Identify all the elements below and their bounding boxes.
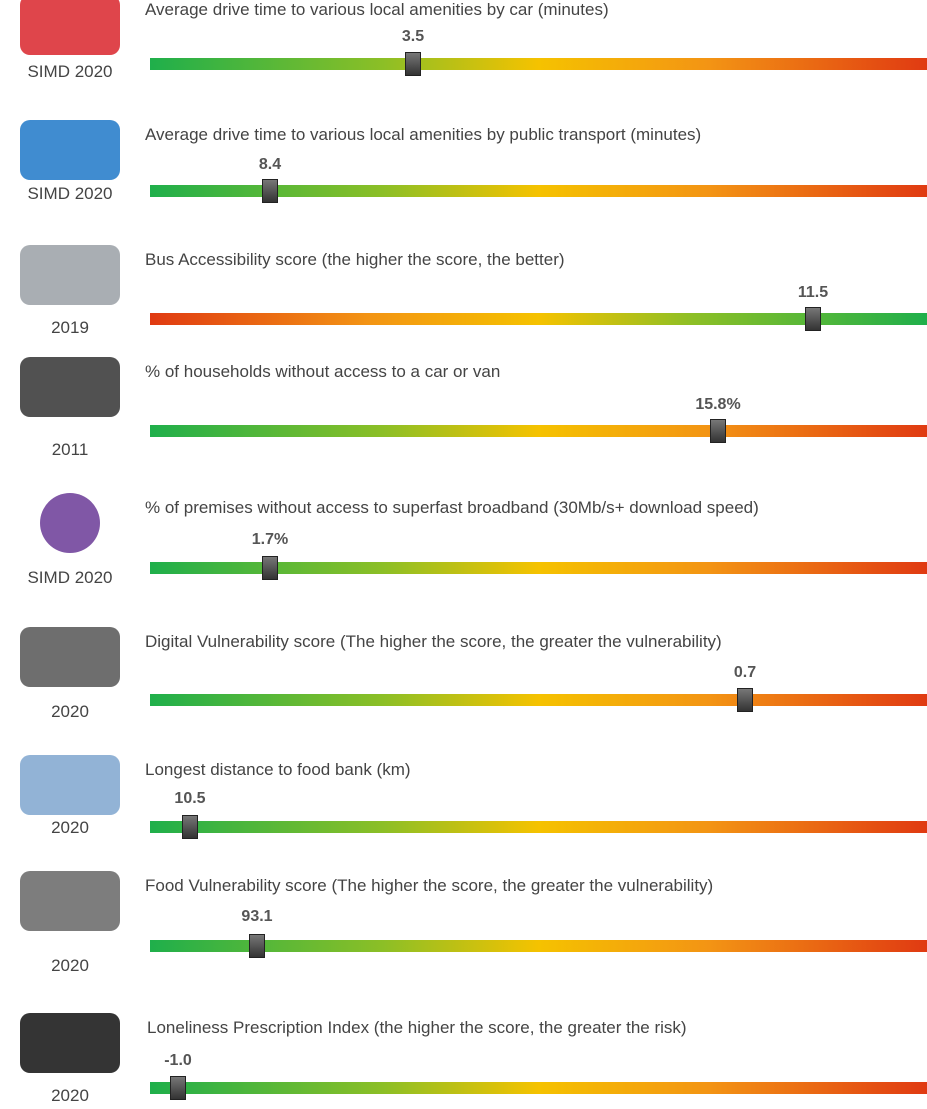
gauge-bar [150, 425, 927, 437]
icon [40, 493, 100, 553]
year-label: SIMD 2020 [27, 568, 113, 587]
value-label: 3.5 [401, 28, 425, 45]
gauge-marker [170, 1076, 186, 1100]
metric-title: % of premises without access to superfas… [145, 498, 759, 517]
gauge-marker [737, 688, 753, 712]
value-label: 93.1 [241, 908, 273, 925]
icon [20, 871, 120, 931]
year-label: 2020 [51, 956, 89, 975]
gauge-marker [805, 307, 821, 331]
metric-title: Average drive time to various local amen… [145, 0, 609, 19]
metric-title: Digital Vulnerability score (The higher … [145, 632, 722, 651]
icon [20, 755, 120, 815]
metric-title: Longest distance to food bank (km) [145, 760, 411, 779]
icon [20, 245, 120, 305]
metric-title: Bus Accessibility score (the higher the … [145, 250, 565, 269]
metric-title: % of households without access to a car … [145, 362, 501, 381]
value-label: 8.4 [258, 156, 282, 173]
gauge-bar [150, 58, 927, 70]
year-label: 2020 [51, 702, 89, 721]
year-label: 2011 [51, 440, 89, 459]
year-label: 2019 [51, 318, 89, 337]
value-label: -1.0 [164, 1052, 192, 1069]
gauge-marker [405, 52, 421, 76]
year-label: SIMD 2020 [27, 184, 113, 203]
icon [20, 1013, 120, 1073]
gauge-marker [262, 179, 278, 203]
icon [20, 627, 120, 687]
value-label: 15.8% [695, 396, 741, 413]
gauge-bar [150, 1082, 927, 1094]
gauge-marker [182, 815, 198, 839]
value-label: 10.5 [174, 790, 206, 807]
value-label: 11.5 [797, 284, 829, 301]
gauge-marker [262, 556, 278, 580]
value-label: 1.7% [251, 531, 289, 548]
gauge-bar [150, 313, 927, 325]
icon [20, 357, 120, 417]
metric-title: Loneliness Prescription Index (the highe… [147, 1018, 687, 1037]
icon [20, 120, 120, 180]
gauge-bar [150, 821, 927, 833]
metric-title: Food Vulnerability score (The higher the… [145, 876, 714, 895]
gauge-marker [249, 934, 265, 958]
metric-title: Average drive time to various local amen… [145, 125, 702, 144]
year-label: 2020 [51, 1086, 89, 1105]
icon [20, 0, 120, 55]
gauge-bar [150, 185, 927, 197]
year-label: SIMD 2020 [27, 62, 113, 81]
gauge-bar [150, 562, 927, 574]
year-label: 2020 [51, 818, 89, 837]
gauge-bar [150, 694, 927, 706]
gauge-marker [710, 419, 726, 443]
gauge-bar [150, 940, 927, 952]
value-label: 0.7 [733, 664, 757, 681]
